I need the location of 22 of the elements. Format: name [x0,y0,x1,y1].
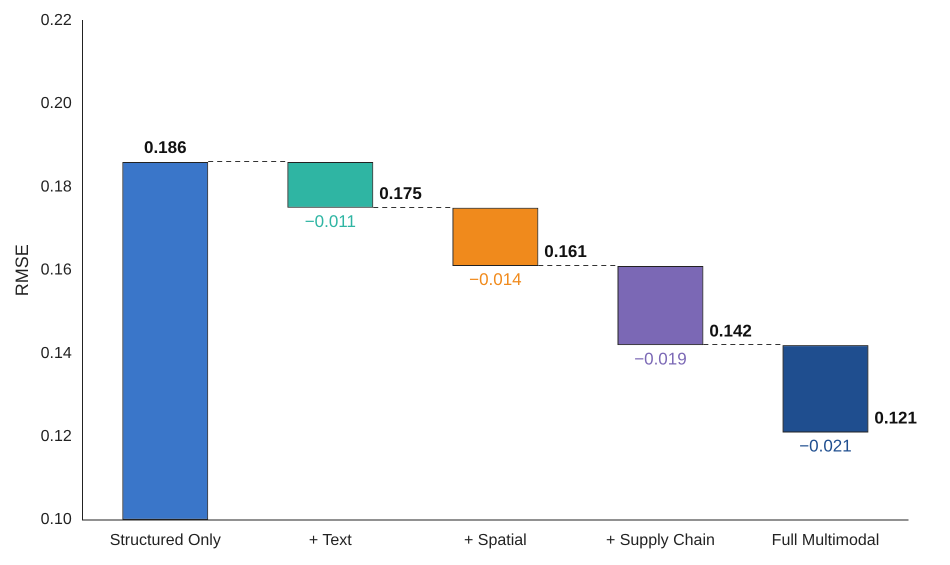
x-tick-label: Full Multimodal [772,532,880,549]
y-tick-label: 0.10 [40,511,72,528]
annotation: 0.142 [709,321,752,340]
annotation: 0.175 [379,184,422,203]
y-tick-label: 0.12 [40,428,72,446]
data-label: −0.019 [634,349,687,368]
data-label: −0.014 [469,270,522,290]
x-tick-label: + Text [308,532,352,549]
data-label: −0.011 [304,212,356,231]
x-tick-label: Structured Only [110,532,221,549]
x-tick-label: + Spatial [464,532,527,549]
annotation: 0.121 [874,408,917,428]
y-tick-label: 0.16 [40,262,72,279]
y-tick-label: 0.14 [40,344,72,362]
annotation: 0.161 [544,242,587,262]
data-label: −0.021 [799,436,852,456]
x-tick-label: + Supply Chain [606,532,715,549]
y-tick-label: 0.20 [40,95,72,112]
y-tick-label: 0.18 [40,178,72,196]
y-tick-label: 0.22 [40,12,72,30]
y-axis-title: RMSE [12,244,32,296]
annotation: 0.186 [144,138,187,158]
